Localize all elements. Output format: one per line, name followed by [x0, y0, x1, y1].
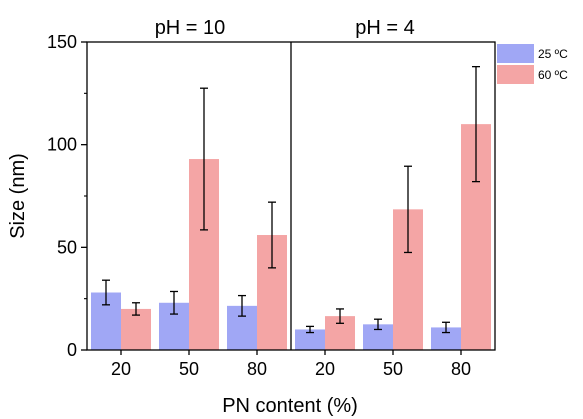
error-bar-ph10-50-s0 — [170, 290, 178, 315]
x-tick-label: 20 — [315, 359, 335, 379]
error-bar-ph10-20-s1 — [132, 302, 140, 316]
legend-swatch-60c — [497, 65, 534, 84]
legend: 25 ºC 60 ºC — [497, 44, 568, 84]
x-tick-label: 50 — [179, 359, 199, 379]
error-bar-ph4-20-s1 — [336, 308, 344, 324]
error-bar-ph10-80-s1 — [268, 201, 276, 269]
y-tick-label: 150 — [47, 32, 77, 52]
bar-ph4-20-s0 — [295, 329, 325, 350]
error-bar-ph4-50-s0 — [374, 318, 382, 331]
tick-labels: 20 50 80 20 50 80 0 50 100 150 — [47, 32, 471, 379]
x-axis-title: PN content (%) — [222, 395, 358, 417]
plot-frame — [86, 41, 496, 351]
error-bar-ph4-20-s0 — [306, 325, 314, 334]
error-bar-ph4-80-s1 — [472, 65, 480, 183]
legend-label-25c: 25 ºC — [538, 47, 568, 61]
y-tick-label: 100 — [47, 135, 77, 155]
y-tick-label: 50 — [57, 237, 77, 257]
error-bar-ph4-80-s0 — [442, 321, 450, 334]
panel-title-left: pH = 10 — [155, 17, 226, 39]
x-tick-label: 80 — [247, 359, 267, 379]
x-tick-label: 20 — [111, 359, 131, 379]
error-bar-ph10-80-s0 — [238, 294, 246, 317]
error-bar-ph10-50-s1 — [200, 87, 208, 231]
x-tick-label: 80 — [451, 359, 471, 379]
legend-label-60c: 60 ºC — [538, 68, 568, 82]
legend-swatch-25c — [497, 44, 534, 63]
panel-title-right: pH = 4 — [355, 17, 414, 39]
x-tick-label: 50 — [383, 359, 403, 379]
y-axis-title: Size (nm) — [7, 153, 29, 239]
bar-ph10-20-s1 — [121, 308, 151, 350]
error-bar-ph10-20-s0 — [102, 279, 110, 306]
y-tick-label: 0 — [67, 340, 77, 360]
bar-ph4-80-s0 — [431, 327, 461, 350]
axis-ticks — [81, 41, 462, 355]
error-bars-layer — [102, 65, 480, 334]
error-bar-ph4-50-s1 — [404, 165, 412, 254]
